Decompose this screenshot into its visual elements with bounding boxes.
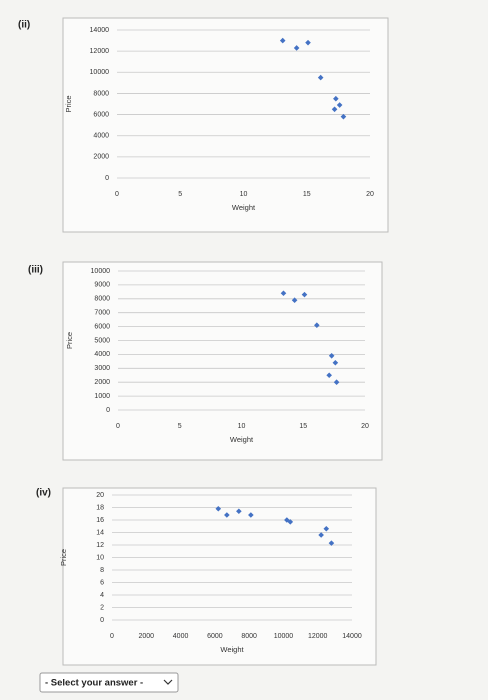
- y-tick-label: 20: [96, 492, 104, 499]
- chevron[interactable]: [163, 679, 173, 685]
- x-tick-label: 15: [299, 423, 307, 430]
- panel: [62, 487, 377, 666]
- y-tick-label: 4: [100, 592, 104, 599]
- y-tick-label: 0: [106, 407, 110, 414]
- point: [333, 95, 339, 102]
- y-axis-title: Price: [65, 332, 74, 349]
- x-tick-label: 5: [178, 423, 182, 430]
- y-tick-label: 8: [100, 567, 104, 574]
- point: [215, 505, 222, 512]
- y-tick-label: 1000: [94, 393, 110, 400]
- part-label: (iv): [36, 488, 51, 499]
- y-tick-label: 0: [100, 617, 104, 624]
- point: [301, 291, 308, 298]
- y-tick-label: 6000: [94, 323, 110, 330]
- y-tick-label: 9000: [94, 282, 110, 289]
- point: [287, 519, 294, 525]
- x-tick-label: 15: [303, 191, 311, 198]
- x-tick-label: 10: [238, 423, 246, 430]
- x-tick-label: 12000: [308, 633, 328, 640]
- y-tick-label: 5000: [94, 337, 110, 344]
- y-tick-label: 10000: [91, 268, 111, 275]
- point: [224, 512, 230, 518]
- point: [332, 359, 339, 366]
- y-axis-title: Price: [59, 549, 68, 566]
- y-tick-label: 2000: [93, 154, 109, 161]
- point: [248, 512, 254, 518]
- y-tick-label: 4000: [94, 351, 110, 358]
- y-tick-label: 18: [96, 504, 104, 511]
- x-tick-label: 2000: [138, 633, 154, 640]
- y-tick-label: 2: [100, 604, 104, 611]
- point: [326, 372, 332, 379]
- x-tick-label: 6000: [207, 633, 223, 640]
- y-tick-label: 7000: [94, 310, 110, 317]
- point: [331, 106, 338, 113]
- point: [305, 39, 311, 46]
- panel: [62, 17, 389, 233]
- y-axis-title: Price: [64, 95, 73, 112]
- part-label: (ii): [18, 20, 30, 31]
- x-tick-label: 10000: [274, 633, 294, 640]
- point: [328, 540, 335, 546]
- point: [328, 352, 335, 359]
- select-box[interactable]: [39, 672, 179, 693]
- y-tick-label: 12000: [90, 48, 110, 55]
- panel: [62, 261, 383, 461]
- point: [318, 532, 324, 538]
- y-tick-label: 0: [105, 175, 109, 182]
- x-tick-label: 0: [115, 191, 119, 198]
- point: [293, 45, 300, 51]
- x-tick-label: 0: [110, 633, 114, 640]
- point: [333, 379, 340, 385]
- point: [340, 113, 347, 120]
- select-text[interactable]: - Select your answer -: [45, 678, 143, 689]
- y-tick-label: 8000: [93, 90, 109, 97]
- y-tick-label: 6000: [93, 111, 109, 118]
- y-tick-label: 2000: [94, 379, 110, 386]
- x-tick-label: 10: [240, 191, 248, 198]
- point: [280, 290, 287, 297]
- point: [336, 102, 343, 108]
- y-tick-label: 10: [96, 554, 104, 561]
- y-tick-label: 10000: [90, 69, 110, 76]
- x-tick-label: 8000: [241, 633, 257, 640]
- select[interactable]: - Select your answer -: [39, 672, 179, 693]
- x-tick-label: 5: [178, 191, 182, 198]
- x-axis-title: Weight: [220, 645, 244, 654]
- point: [317, 74, 324, 81]
- x-tick-label: 0: [116, 423, 120, 430]
- y-tick-label: 3000: [94, 365, 110, 372]
- point: [323, 525, 330, 532]
- y-tick-label: 12: [96, 542, 104, 549]
- x-tick-label: 20: [361, 423, 369, 430]
- y-tick-label: 14: [96, 529, 104, 536]
- x-axis-title: Weight: [232, 203, 256, 212]
- point: [291, 297, 298, 303]
- y-tick-label: 6: [100, 579, 104, 586]
- y-tick-label: 4000: [93, 133, 109, 140]
- x-tick-label: 14000: [342, 633, 362, 640]
- x-axis-title: Weight: [230, 435, 254, 444]
- point: [314, 322, 320, 329]
- y-tick-label: 16: [96, 517, 104, 524]
- part-label: (iii): [28, 265, 43, 276]
- y-tick-label: 8000: [94, 296, 110, 303]
- x-tick-label: 20: [366, 191, 374, 198]
- point: [284, 517, 290, 523]
- y-tick-label: 14000: [90, 27, 110, 34]
- point: [236, 508, 242, 515]
- x-tick-label: 4000: [173, 633, 189, 640]
- point: [279, 37, 286, 44]
